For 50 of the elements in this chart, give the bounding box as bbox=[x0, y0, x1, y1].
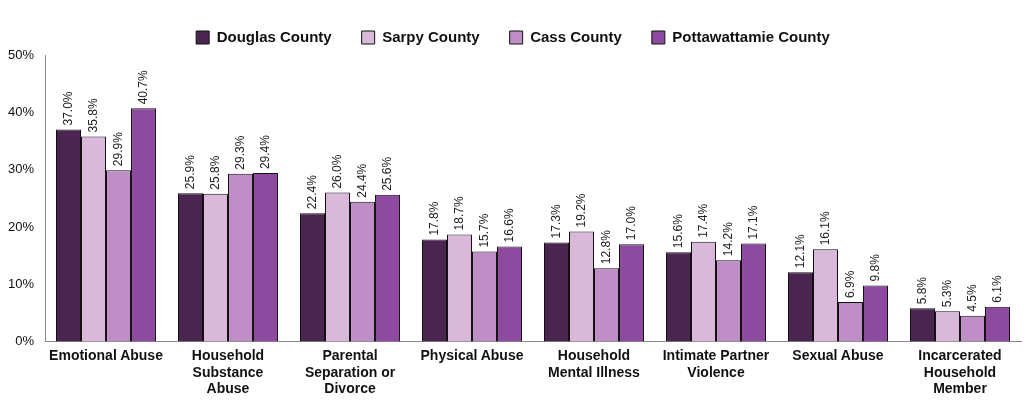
x-tick-label: Incarcerated Household Member bbox=[918, 346, 1002, 397]
x-tick-label: Intimate Partner Violence bbox=[662, 346, 770, 380]
data-label: 6.9% bbox=[842, 270, 857, 299]
data-label: 29.9% bbox=[110, 131, 125, 167]
data-label: 16.1% bbox=[817, 210, 832, 246]
data-label: 17.4% bbox=[695, 203, 710, 238]
x-tick-label: Physical Abuse bbox=[420, 346, 524, 363]
data-label: 19.2% bbox=[573, 193, 588, 228]
y-tick-label: 30% bbox=[7, 161, 35, 177]
data-label: 14.2% bbox=[720, 221, 735, 257]
x-tick-label: Household Substance Abuse bbox=[191, 346, 265, 397]
data-label: 29.4% bbox=[257, 134, 272, 170]
data-label: 15.7% bbox=[476, 213, 491, 248]
legend-label: Pottawattamie County bbox=[672, 27, 831, 45]
data-label: 15.6% bbox=[670, 213, 685, 249]
data-label: 12.1% bbox=[792, 233, 807, 269]
data-label: 16.6% bbox=[501, 208, 516, 243]
data-label: 5.3% bbox=[939, 279, 954, 308]
data-label: 5.8% bbox=[914, 276, 929, 305]
y-tick-label: 10% bbox=[7, 275, 35, 291]
data-label: 17.3% bbox=[548, 204, 563, 239]
data-label: 22.4% bbox=[304, 174, 319, 210]
data-label: 29.3% bbox=[232, 135, 247, 170]
data-label: 25.8% bbox=[207, 155, 222, 190]
legend-label: Cass County bbox=[530, 27, 623, 45]
data-label: 35.8% bbox=[85, 98, 100, 133]
data-label: 17.0% bbox=[623, 205, 638, 241]
data-label: 6.1% bbox=[989, 274, 1004, 303]
data-label: 37.0% bbox=[60, 91, 75, 126]
x-tick-label: Household Mental Illness bbox=[548, 346, 641, 380]
y-tick-label: 20% bbox=[7, 218, 35, 234]
data-label: 4.5% bbox=[964, 284, 979, 312]
data-label: 40.7% bbox=[135, 69, 150, 105]
data-label: 9.8% bbox=[867, 253, 882, 282]
data-label: 26.0% bbox=[329, 154, 344, 189]
data-label: 12.8% bbox=[598, 229, 613, 265]
x-tick-label: Emotional Abuse bbox=[49, 346, 164, 363]
data-label: 24.4% bbox=[354, 163, 369, 198]
x-tick-label: Sexual Abuse bbox=[792, 346, 884, 363]
data-label: 18.7% bbox=[451, 196, 466, 231]
y-tick-label: 0% bbox=[15, 333, 35, 349]
data-label: 17.1% bbox=[745, 205, 760, 240]
legend-label: Douglas County bbox=[216, 27, 333, 45]
data-label: 17.8% bbox=[426, 201, 441, 236]
data-label: 25.9% bbox=[182, 154, 197, 190]
data-label: 25.6% bbox=[379, 156, 394, 191]
legend-label: Sarpy County bbox=[382, 27, 481, 45]
y-tick-label: 40% bbox=[7, 103, 35, 119]
y-tick-label: 50% bbox=[7, 46, 35, 62]
x-tick-label: Parental Separation or Divorce bbox=[304, 346, 396, 397]
